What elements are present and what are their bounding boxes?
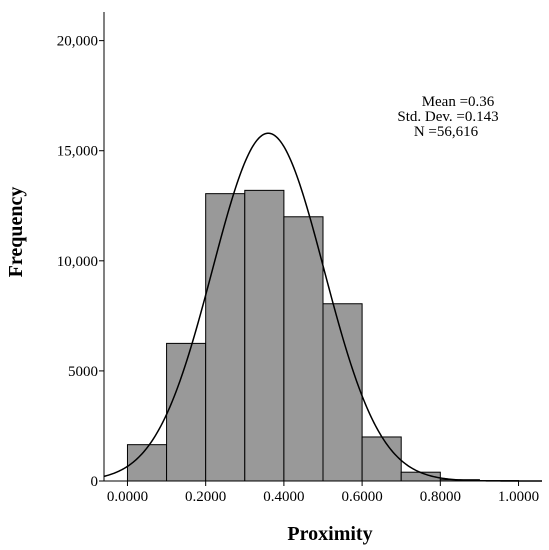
histogram-bar bbox=[166, 342, 207, 482]
y-tick-label: 15,000 bbox=[57, 144, 98, 160]
x-ticks-group: 0.0000 0.2000 0.4000 0.6000 0.8000 1.0000 bbox=[107, 481, 539, 505]
bars-group bbox=[126, 189, 520, 482]
x-tick-label: 0.8000 bbox=[420, 489, 461, 505]
stat-mean: Mean =0.36 bbox=[422, 94, 495, 110]
x-tick-label: 0.6000 bbox=[341, 489, 382, 505]
x-tick-label: 1.0000 bbox=[498, 489, 539, 505]
y-tick-label: 10,000 bbox=[57, 254, 98, 270]
histogram-bar bbox=[205, 193, 246, 482]
y-tick-label: 20,000 bbox=[57, 34, 98, 50]
histogram-bar bbox=[244, 189, 285, 482]
histogram-bar bbox=[283, 216, 324, 482]
x-tick-label: 0.4000 bbox=[263, 489, 304, 505]
y-axis-title: Frequency bbox=[5, 187, 27, 278]
stat-std-dev: Std. Dev. =0.143 bbox=[397, 109, 498, 125]
x-tick-label: 0.0000 bbox=[107, 489, 148, 505]
y-ticks-group: 0 5000 10,000 15,000 20,000 bbox=[57, 34, 104, 490]
normal-curve bbox=[103, 132, 542, 482]
histogram-bar bbox=[322, 303, 363, 482]
histogram-bar bbox=[361, 436, 402, 482]
x-tick-label: 0.2000 bbox=[185, 489, 226, 505]
stats-box: Mean =0.36 Std. Dev. =0.143 N =56,616 bbox=[397, 94, 498, 140]
x-axis-title: Proximity bbox=[287, 523, 372, 545]
y-tick-label: 5000 bbox=[68, 364, 98, 380]
y-tick-label: 0 bbox=[91, 474, 99, 490]
histogram-bar bbox=[126, 444, 168, 482]
stat-n: N =56,616 bbox=[414, 124, 479, 140]
axes-group bbox=[103, 12, 542, 482]
